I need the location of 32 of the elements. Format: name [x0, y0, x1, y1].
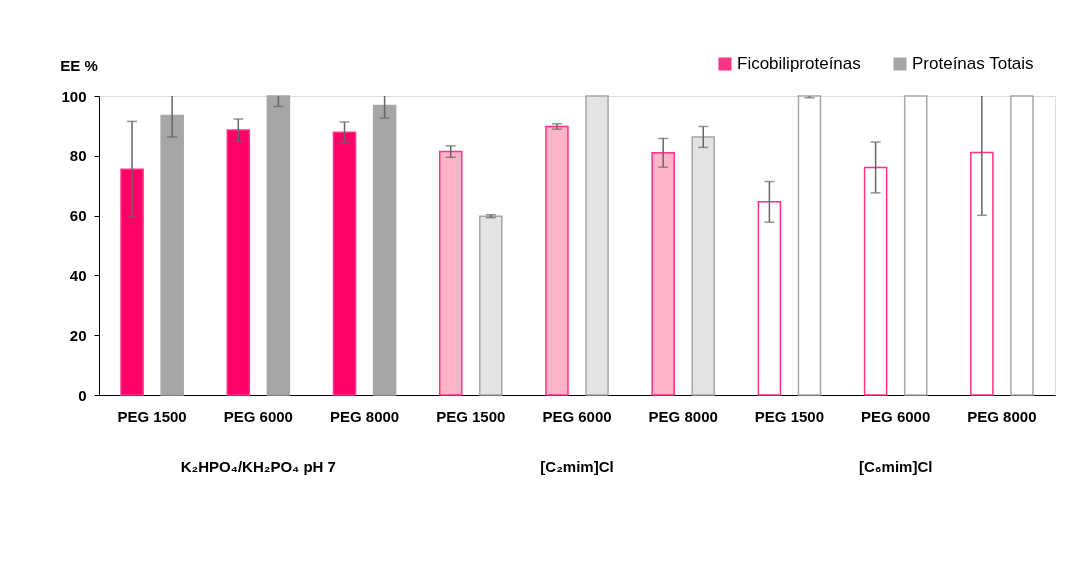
- bar: [438, 150, 463, 396]
- y-tick-label: 80: [69, 147, 87, 165]
- text: [C₂mim]Cl: [540, 458, 614, 475]
- y-tick-label: 20: [69, 326, 87, 344]
- bar: [691, 136, 716, 396]
- bar: [332, 131, 357, 396]
- bar: [545, 125, 569, 396]
- bar: [226, 129, 251, 396]
- x-tick-label: PEG 6000: [861, 407, 931, 425]
- y-tick-label: 40: [69, 266, 87, 284]
- x-tick-label: PEG 1500: [436, 407, 506, 425]
- text: K₂HPO₄/KH₂PO₄ pH 7: [180, 458, 336, 475]
- x-tick-label: PEG 6000: [542, 407, 612, 425]
- x-tick-label: PEG 1500: [754, 407, 825, 425]
- bar: [266, 95, 291, 396]
- legend-label: Ficobiliproteínas: [737, 54, 861, 73]
- x-tick-label: PEG 8000: [329, 407, 400, 425]
- bar: [160, 114, 184, 396]
- bar: [651, 152, 675, 396]
- y-tick-label: 60: [69, 207, 87, 225]
- bar: [372, 104, 397, 396]
- text: [C₆mim]Cl: [858, 458, 933, 475]
- x-tick-label: PEG 8000: [648, 407, 718, 425]
- x-tick-label: PEG 8000: [967, 407, 1037, 425]
- x-tick-label: PEG 1500: [117, 407, 187, 425]
- y-axis-title: EE %: [60, 57, 98, 74]
- bar: [479, 215, 503, 396]
- bar: [120, 168, 144, 396]
- legend-label: Proteínas Totais: [912, 54, 1034, 73]
- x-tick-label: PEG 6000: [223, 407, 293, 425]
- y-tick-label: 0: [78, 386, 87, 404]
- y-tick-label: 100: [61, 87, 87, 105]
